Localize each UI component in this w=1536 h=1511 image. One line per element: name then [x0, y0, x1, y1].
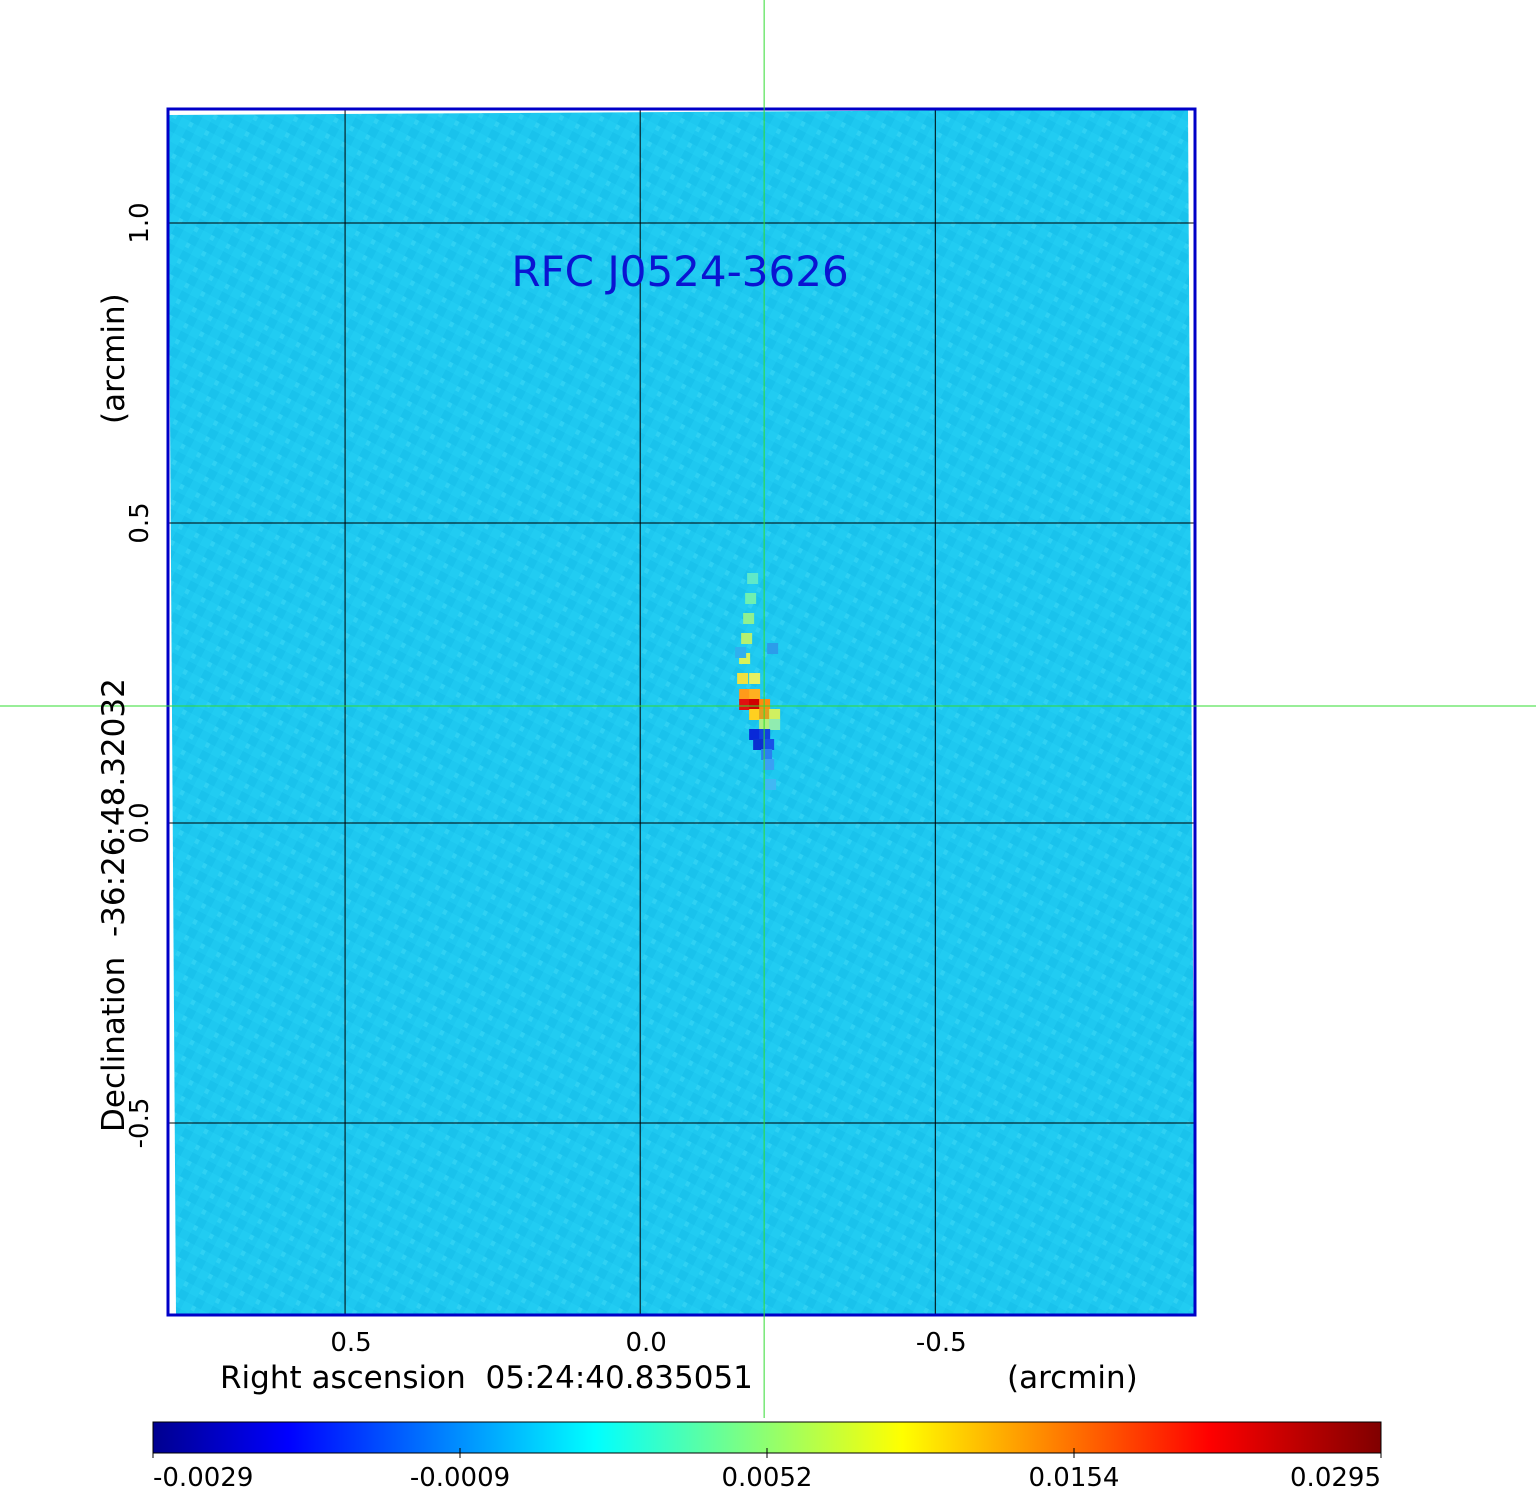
y-axis-label: Declination -36:26:48.32032	[96, 678, 132, 1132]
y-tick-labels: 1.0 0.5 0.0 -0.5	[125, 202, 155, 1148]
source-pixel	[737, 673, 749, 684]
x-axis-unit: (arcmin)	[1007, 1360, 1138, 1396]
source-pixel	[763, 739, 775, 750]
x-tick-label: 0.0	[626, 1328, 667, 1358]
colorbar-tick-label: 0.0154	[1029, 1463, 1120, 1493]
y-axis-unit: (arcmin)	[96, 293, 132, 424]
plot-frame	[166, 107, 1197, 1317]
colorbar-tick-label: -0.0029	[153, 1463, 253, 1493]
source-pixel	[769, 719, 781, 730]
source-pixel	[767, 643, 779, 654]
x-tick-labels: 0.5 0.0 -0.5	[330, 1328, 966, 1358]
source-pixel	[735, 647, 747, 658]
source-pixel	[769, 709, 781, 720]
colorbar	[152, 1421, 1382, 1454]
source-pixel	[765, 779, 777, 790]
source-pixel	[745, 593, 757, 604]
colorbar-ticks: -0.0029 -0.0009 0.0052 0.0154 0.0295	[152, 1448, 1382, 1493]
colorbar-tick-label: 0.0052	[722, 1463, 813, 1493]
source-pixel	[749, 709, 761, 720]
x-tick-label: 0.5	[330, 1328, 371, 1358]
source-pixel	[749, 729, 761, 740]
y-tick-label: 0.0	[125, 802, 155, 843]
y-tick-label: -0.5	[125, 1098, 155, 1149]
source-pixel	[747, 573, 759, 584]
y-tick-label: 1.0	[125, 202, 155, 243]
colorbar-tick-label: -0.0009	[410, 1463, 510, 1493]
colorbar-tick-label: 0.0295	[1290, 1463, 1381, 1493]
source-pixel	[753, 739, 765, 750]
chart-title: RFC J0524-3626	[511, 247, 848, 296]
y-tick-label: 0.5	[125, 502, 155, 543]
crosshair	[0, 0, 1536, 1418]
source-pixel	[749, 673, 761, 684]
source-pixel	[749, 699, 761, 710]
x-axis-label: Right ascension 05:24:40.835051	[220, 1360, 753, 1396]
source-pixel	[739, 699, 751, 710]
source-pixel	[739, 689, 751, 700]
x-tick-label: -0.5	[916, 1328, 967, 1358]
source-pixel	[761, 749, 773, 760]
source-pixel	[763, 759, 775, 770]
grid-lines	[168, 109, 1195, 1315]
source-pixel	[749, 689, 761, 700]
source-pixel	[741, 633, 753, 644]
source-pixel	[739, 653, 751, 664]
source-pixel	[743, 613, 755, 624]
